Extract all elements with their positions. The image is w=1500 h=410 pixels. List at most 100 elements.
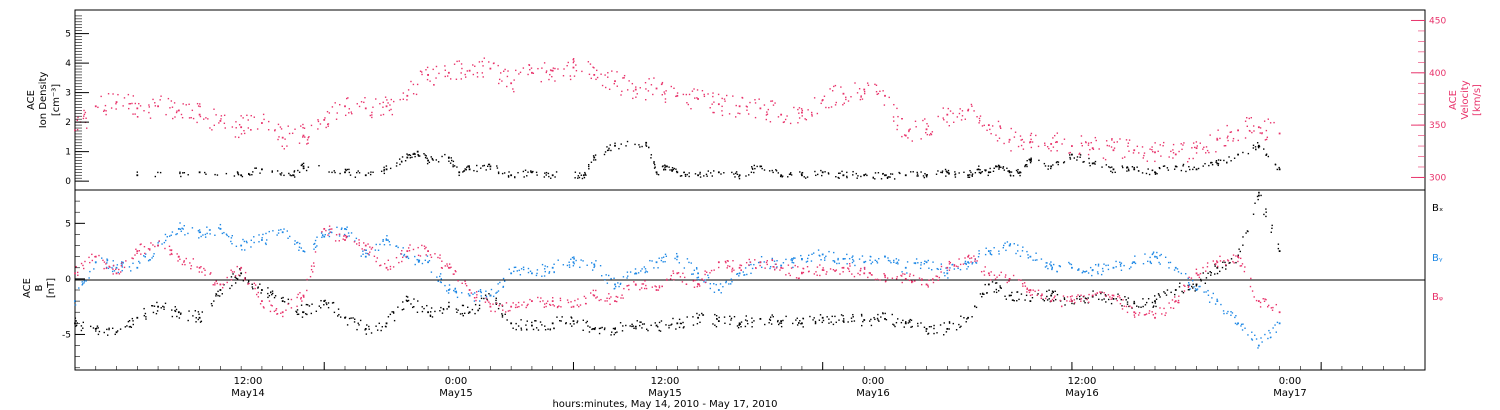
bx-dot xyxy=(1157,293,1160,295)
bz-dot xyxy=(1223,260,1225,262)
by-dot xyxy=(303,251,306,253)
velocity-point xyxy=(468,69,471,72)
bx-dot xyxy=(701,312,703,315)
by-dot xyxy=(289,235,291,238)
bz-dot xyxy=(705,271,708,273)
by-point xyxy=(177,227,180,230)
bx-dot xyxy=(1252,213,1255,215)
density-dot xyxy=(671,170,673,172)
bx-dot xyxy=(392,312,395,314)
bz-dot xyxy=(1111,294,1114,297)
bx-dot xyxy=(301,316,304,318)
density-dot xyxy=(1182,163,1185,166)
by-dot xyxy=(362,253,364,255)
velocity-dot xyxy=(949,110,952,112)
velocity-dot xyxy=(307,137,310,139)
bx-dot xyxy=(239,268,241,270)
by-dot xyxy=(1119,263,1122,266)
bz-dot xyxy=(583,295,586,298)
velocity-label-line-1: ACE xyxy=(1448,90,1459,110)
velocity-dot xyxy=(782,121,785,124)
by-dot xyxy=(897,263,899,265)
density-dot xyxy=(496,165,498,167)
density-dot xyxy=(290,174,292,177)
by-dot xyxy=(683,267,686,269)
density-dot xyxy=(639,146,641,148)
by-dot xyxy=(876,260,878,263)
bx-point xyxy=(738,322,741,325)
density-dot xyxy=(662,165,664,167)
bz-dot xyxy=(450,266,452,268)
bz-dot xyxy=(1021,283,1024,285)
density-dot xyxy=(801,172,803,174)
bz-dot xyxy=(77,274,79,276)
density-dot xyxy=(1093,162,1095,164)
velocity-dot xyxy=(1273,121,1275,124)
bz-point xyxy=(738,266,741,269)
bz-dot xyxy=(484,301,487,303)
bz-dot xyxy=(1099,291,1101,293)
by-dot xyxy=(1188,283,1191,286)
by-dot xyxy=(792,262,795,264)
velocity-dot xyxy=(1163,141,1165,144)
velocity-dot xyxy=(575,69,578,72)
by-dot xyxy=(116,264,119,266)
bz-dot xyxy=(1250,277,1252,280)
by-dot xyxy=(1103,263,1105,265)
bz-dot xyxy=(626,285,628,287)
velocity-dot xyxy=(182,103,184,105)
bz-dot xyxy=(928,279,930,281)
bz-dot xyxy=(474,297,476,299)
density-dot xyxy=(754,167,756,170)
x-tick-date-3: May15 xyxy=(648,388,681,399)
bx-dot xyxy=(153,305,156,307)
velocity-dot xyxy=(670,85,673,88)
velocity-dot xyxy=(390,98,392,101)
density-dot xyxy=(1173,168,1176,170)
density-dot xyxy=(699,176,702,178)
by-dot xyxy=(966,268,968,270)
by-dot xyxy=(851,256,853,259)
bx-dot xyxy=(411,306,414,309)
bz-dot xyxy=(788,272,790,275)
bz-dot xyxy=(321,231,323,233)
bx-dot xyxy=(75,320,77,322)
bz-dot xyxy=(387,259,390,261)
velocity-dot xyxy=(348,108,351,110)
bx-dot xyxy=(221,293,223,295)
by-dot xyxy=(1107,268,1110,271)
x-tick-time-5: 12:00 xyxy=(1068,376,1097,387)
bz-dot xyxy=(204,269,206,271)
bx-dot xyxy=(488,293,490,295)
velocity-dot xyxy=(1229,131,1231,134)
density-dot xyxy=(441,155,443,158)
velocity-dot xyxy=(1187,161,1189,163)
bx-dot xyxy=(668,327,670,329)
by-dot xyxy=(1003,244,1005,247)
velocity-dot xyxy=(327,123,330,125)
by-dot xyxy=(696,277,698,279)
density-dot xyxy=(485,169,487,171)
velocity-point xyxy=(510,82,513,85)
by-dot xyxy=(437,280,439,283)
bz-dot xyxy=(848,263,851,265)
density-dot xyxy=(418,155,421,157)
bz-dot xyxy=(262,306,265,308)
by-dot xyxy=(1082,270,1084,272)
by-dot xyxy=(1176,268,1179,270)
by-dot xyxy=(541,275,543,277)
by-dot xyxy=(640,270,642,272)
density-dot xyxy=(935,173,938,175)
velocity-dot xyxy=(412,93,415,95)
velocity-dot xyxy=(243,129,245,132)
bz-dot xyxy=(154,245,156,248)
density-dot xyxy=(535,171,538,174)
bz-dot xyxy=(492,303,494,305)
bz-dot xyxy=(358,242,360,244)
bz-dot xyxy=(953,265,955,267)
bz-point xyxy=(925,283,928,286)
bz-dot xyxy=(935,275,937,277)
velocity-point xyxy=(219,120,222,122)
bz-dot xyxy=(76,271,79,274)
bz-dot xyxy=(280,312,282,314)
